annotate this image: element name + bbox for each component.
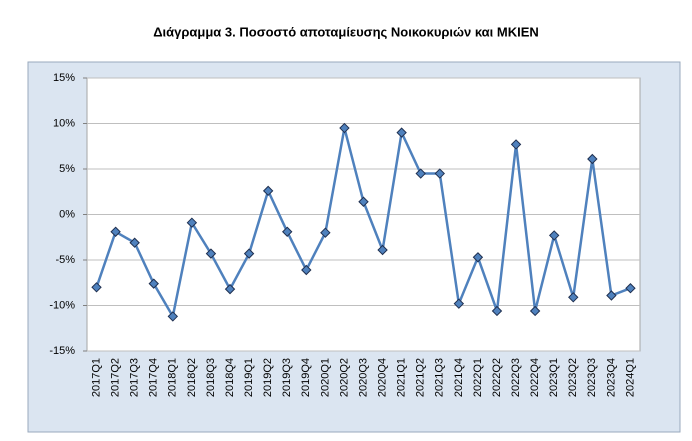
data-point [358, 196, 369, 207]
y-tick-label: 0% [59, 208, 75, 220]
x-tick-label: 2017Q1 [90, 358, 102, 397]
data-point [339, 122, 350, 134]
data-point [148, 278, 159, 289]
chart-title: Διάγραμμα 3. Ποσοστό αποταμίευσης Νοικοκ… [153, 24, 539, 39]
data-point [91, 282, 102, 293]
data-point [110, 226, 121, 237]
data-point [568, 292, 579, 303]
x-tick-label: 2017Q2 [110, 358, 122, 397]
y-tick-label: -5% [55, 254, 75, 266]
x-tick-label: 2018Q4 [224, 358, 236, 397]
x-tick-label: 2022Q1 [472, 358, 484, 397]
data-point [224, 283, 236, 295]
data-point [396, 127, 407, 138]
x-tick-label: 2020Q3 [357, 358, 369, 397]
x-tick-label: 2024Q1 [624, 358, 636, 397]
data-point [186, 217, 198, 228]
x-tick-label: 2023Q1 [548, 358, 560, 397]
x-tick-label: 2017Q3 [129, 358, 141, 397]
x-tick-label: 2021Q1 [396, 358, 408, 397]
x-tick-label: 2021Q3 [434, 358, 446, 397]
x-tick-label: 2022Q4 [529, 358, 541, 397]
x-tick-label: 2022Q2 [491, 358, 503, 397]
data-point [301, 264, 312, 276]
x-tick-label: 2020Q2 [338, 358, 350, 397]
x-tick-label: 2019Q3 [281, 358, 293, 397]
x-tick-label: 2021Q4 [453, 358, 465, 397]
data-point [320, 227, 331, 238]
data-point [377, 244, 388, 256]
x-tick-label: 2018Q2 [186, 358, 198, 397]
x-tick-label: 2021Q2 [415, 358, 427, 397]
data-point [472, 252, 484, 263]
x-tick-label: 2023Q4 [605, 358, 617, 397]
x-tick-label: 2019Q1 [243, 358, 255, 397]
x-tick-label: 2022Q3 [510, 358, 522, 397]
data-point [529, 305, 541, 317]
data-point [415, 168, 426, 179]
data-point [587, 153, 598, 165]
x-tick-label: 2020Q4 [376, 358, 388, 397]
x-tick-label: 2023Q3 [586, 358, 598, 397]
data-point [205, 248, 217, 259]
data-point [510, 139, 522, 150]
data-point [243, 248, 255, 259]
data-point [625, 283, 636, 294]
data-point [167, 311, 179, 322]
data-point [548, 230, 560, 241]
x-tick-label: 2018Q3 [205, 358, 217, 397]
data-point [453, 298, 465, 309]
x-tick-label: 2018Q1 [167, 358, 179, 397]
data-point [491, 305, 503, 317]
data-point [262, 185, 274, 197]
y-tick-label: -15% [49, 345, 75, 357]
data-point [434, 168, 445, 179]
x-tick-label: 2023Q2 [567, 358, 579, 397]
data-point [282, 226, 293, 237]
y-tick-label: -10% [49, 299, 75, 311]
y-tick-label: 15% [53, 72, 75, 84]
data-point [606, 290, 617, 301]
y-tick-label: 5% [59, 163, 75, 175]
y-tick-label: 10% [53, 117, 75, 129]
x-tick-label: 2019Q4 [300, 358, 312, 397]
x-tick-label: 2019Q2 [262, 358, 274, 397]
x-tick-label: 2020Q1 [319, 358, 331, 397]
x-tick-label: 2017Q4 [148, 358, 160, 397]
data-point [129, 237, 140, 248]
